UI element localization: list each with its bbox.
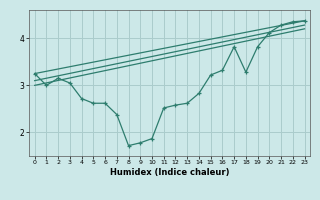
X-axis label: Humidex (Indice chaleur): Humidex (Indice chaleur)	[110, 168, 229, 177]
